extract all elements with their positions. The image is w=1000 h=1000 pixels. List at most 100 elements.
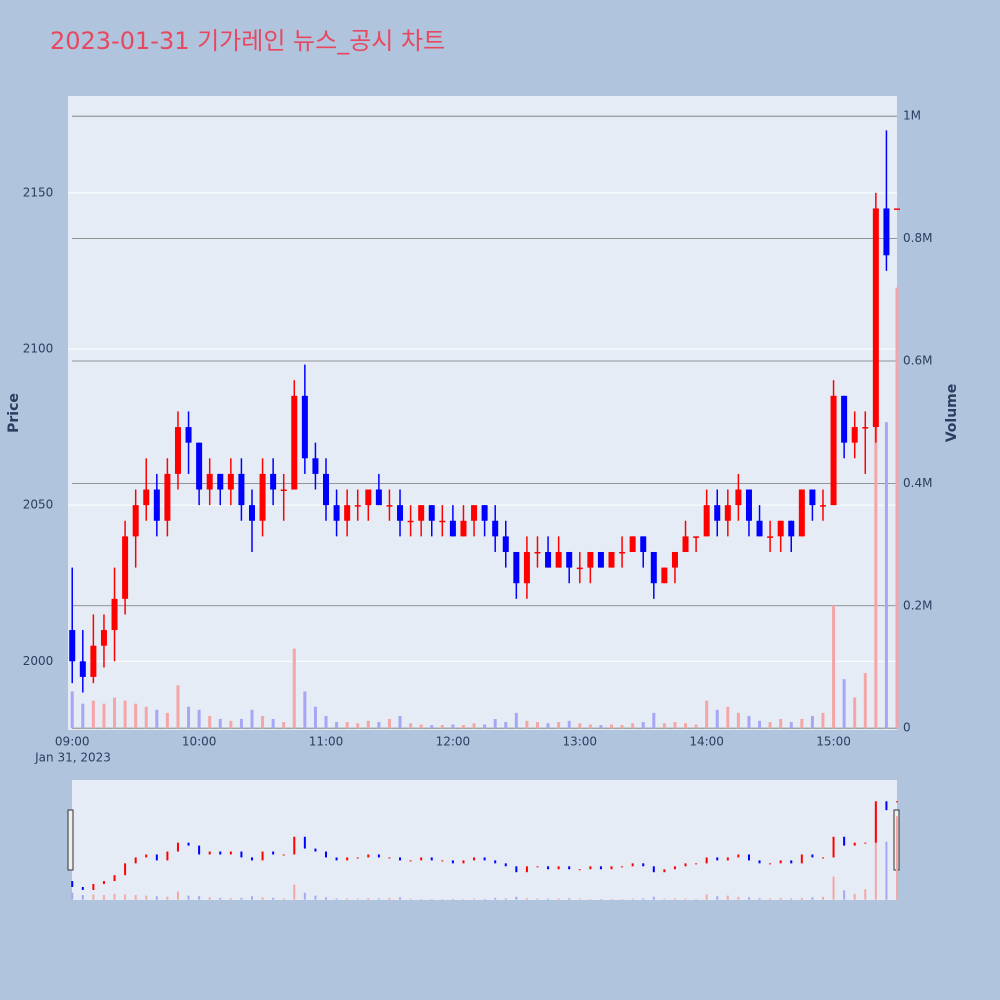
candle-body <box>767 536 774 538</box>
x-tick-label: 14:00 <box>689 735 724 749</box>
volume-bar <box>440 725 444 729</box>
candle-body <box>671 551 678 568</box>
slider-volume-bar <box>113 893 116 900</box>
candle-body <box>555 551 562 568</box>
slider-volume-bar <box>229 898 232 900</box>
candle-body <box>756 520 763 537</box>
volume-bar <box>239 718 243 729</box>
slider-volume-bar <box>663 898 666 900</box>
slider-volume-bar <box>166 896 169 900</box>
volume-bar <box>176 685 180 729</box>
volume-bar <box>451 724 455 729</box>
candle-body <box>354 505 361 507</box>
range-handle-left[interactable] <box>67 809 74 871</box>
volume-bar <box>409 723 413 729</box>
slider-volume-bar <box>145 895 148 900</box>
volume-bar <box>366 720 370 729</box>
slider-volume-bar <box>684 898 687 900</box>
slider-volume-bar <box>409 898 412 900</box>
slider-volume-bar <box>568 898 571 900</box>
slider-volume-bar <box>621 899 624 900</box>
volume-bar <box>662 723 666 729</box>
volume-bar <box>165 712 169 729</box>
slider-volume-bar <box>282 898 285 900</box>
candle-body <box>809 489 816 506</box>
volume-bar <box>546 723 550 729</box>
slider-volume-bar <box>821 896 824 900</box>
y2-tick-label: 0.8M <box>903 231 932 245</box>
candle-body <box>386 505 393 507</box>
slider-volume-bar <box>874 809 877 900</box>
candle-body <box>851 427 858 443</box>
x-tick-label: 09:00 <box>55 735 90 749</box>
candle-body <box>640 536 647 552</box>
volume-bar <box>620 725 624 729</box>
y2-tick-label: 0.4M <box>903 476 932 490</box>
volume-bar <box>884 422 888 729</box>
volume-bar <box>874 250 878 729</box>
candle-body <box>735 489 742 506</box>
candle-body <box>872 208 879 428</box>
candle-body <box>471 505 478 521</box>
slider-volume-bar <box>367 898 370 900</box>
candle-body <box>196 442 203 490</box>
candle-body <box>534 551 541 554</box>
slider-volume-bar <box>473 898 476 900</box>
volume-bar <box>705 700 709 729</box>
slider-volume-bar <box>208 897 211 900</box>
volume-bar <box>313 706 317 729</box>
slider-volume-bar <box>335 898 338 900</box>
candle-body <box>449 520 456 537</box>
slider-volume-bar <box>377 898 380 900</box>
volume-bar <box>832 605 836 729</box>
range-slider[interactable] <box>72 780 897 900</box>
candle-body <box>280 489 287 492</box>
volume-bar <box>155 709 159 729</box>
volume-bar <box>102 703 106 729</box>
candle-body <box>576 567 583 570</box>
candle-body <box>79 661 86 677</box>
volume-bar <box>715 709 719 729</box>
candle-body <box>111 598 118 631</box>
volume-bar <box>398 715 402 729</box>
y2-tick-label: 0.2M <box>903 598 932 612</box>
slider-volume-bar <box>536 898 539 900</box>
volume-bar <box>377 722 381 729</box>
slider-volume-bar <box>483 898 486 900</box>
slider-volume-bar <box>346 898 349 900</box>
volume-bar <box>758 720 762 729</box>
slider-volume-bar <box>399 897 402 900</box>
slider-volume-bar <box>198 896 201 900</box>
slider-volume-bar <box>811 897 814 900</box>
candle-body <box>90 645 97 677</box>
volume-bar <box>789 722 793 729</box>
candle-body <box>270 473 277 490</box>
slider-volume-bar <box>769 898 772 900</box>
candle-body <box>259 473 266 521</box>
slider-volume-bar <box>187 895 190 900</box>
slider-volume-bar <box>832 876 835 900</box>
candle-body <box>714 505 721 521</box>
slider-volume-bar <box>430 899 433 900</box>
candle-body <box>650 551 657 584</box>
volume-bar <box>250 709 254 729</box>
slider-volume-bar <box>843 890 846 900</box>
volume-bar <box>483 724 487 729</box>
volume-bar <box>504 722 508 729</box>
x-date-label: Jan 31, 2023 <box>34 751 111 765</box>
slider-volume-bar <box>695 898 698 900</box>
candle-body <box>143 489 150 506</box>
slider-volume-bar <box>134 895 137 900</box>
slider-volume-bar <box>420 898 423 900</box>
slider-volume-bar <box>388 897 391 900</box>
candle-body <box>513 551 520 584</box>
slider-volume-bar <box>451 898 454 900</box>
candle-body <box>745 489 752 521</box>
slider-volume-bar <box>102 895 105 900</box>
slider-volume-bar <box>525 898 528 900</box>
volume-bar <box>70 691 74 729</box>
candle-body <box>693 536 700 538</box>
candle-body <box>206 473 213 490</box>
slider-volume-bar <box>462 899 465 900</box>
candle-body <box>523 551 530 584</box>
